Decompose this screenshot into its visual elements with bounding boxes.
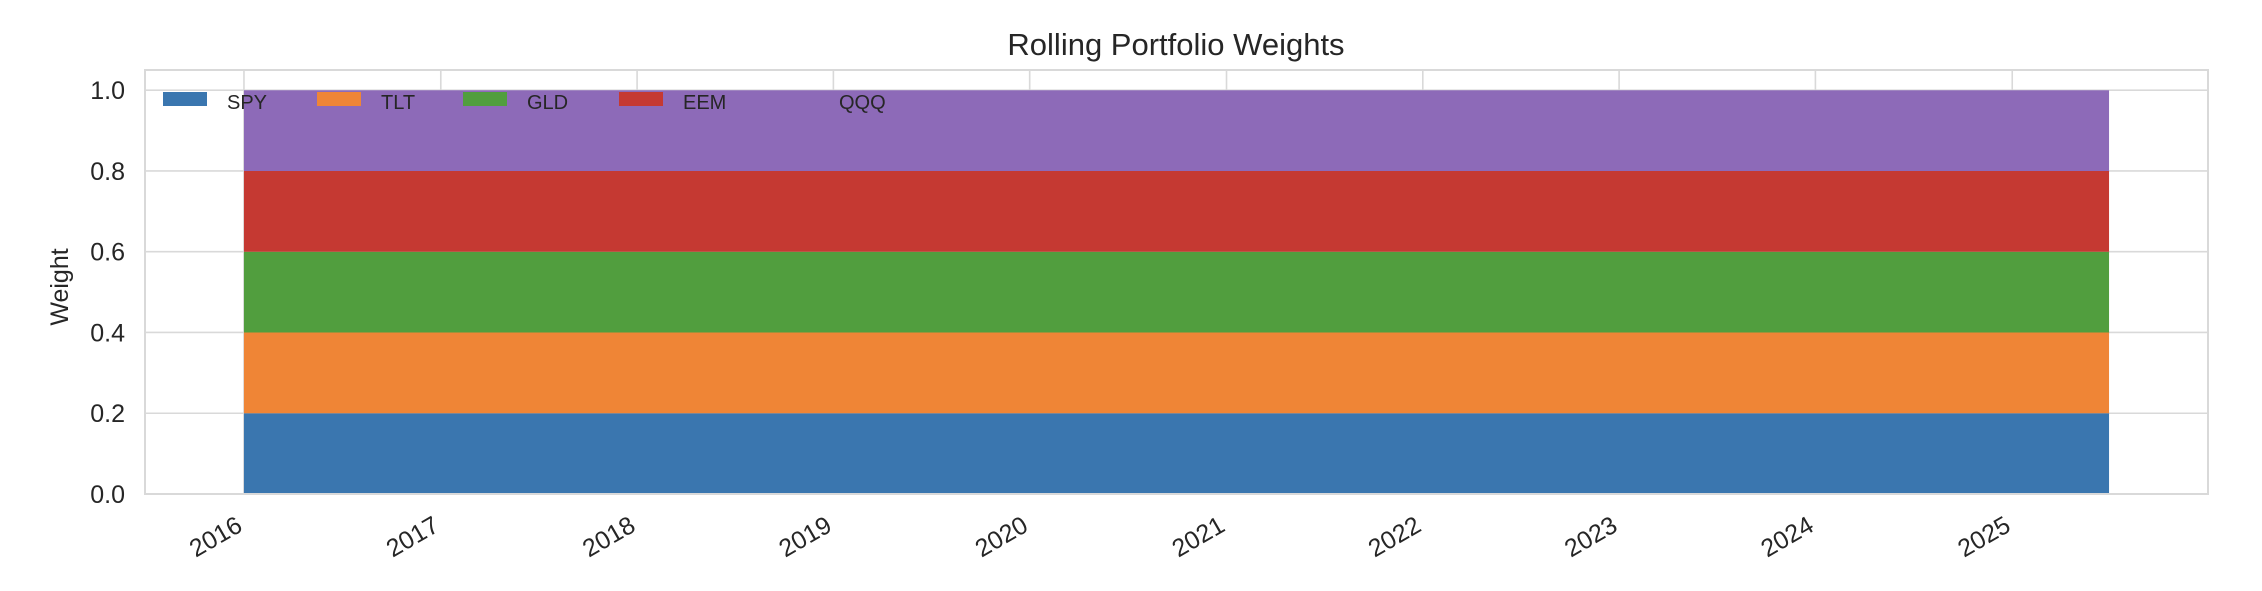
legend-label: SPY	[227, 92, 267, 114]
legend-swatch	[317, 92, 361, 106]
legend-item-spy: SPY	[163, 92, 267, 114]
y-axis-label: Weight	[46, 248, 74, 325]
legend-swatch	[463, 92, 507, 106]
area-series-gld	[243, 251, 2110, 333]
y-tick-label: 0.8	[90, 158, 125, 186]
y-tick-labels: 0.0 0.2 0.4 0.6 0.8 1.0	[90, 77, 125, 509]
legend-item-gld: GLD	[463, 92, 568, 114]
legend-swatch	[163, 92, 207, 106]
y-tick-label: 0.4	[90, 319, 125, 347]
legend-label: EEM	[683, 92, 726, 114]
area-series-eem	[243, 170, 2110, 252]
plot-frame	[144, 69, 2209, 495]
y-tick-label: 0.6	[90, 239, 125, 267]
legend-item-qqq: QQQ	[775, 92, 886, 114]
legend-item-eem: EEM	[619, 92, 726, 114]
y-tick-label: 1.0	[90, 77, 125, 105]
area-series-qqq	[243, 90, 2110, 171]
area-series-spy	[243, 413, 2110, 494]
chart-title: Rolling Portfolio Weights	[1007, 27, 1344, 62]
legend-swatch	[775, 92, 819, 106]
legend-label: QQQ	[839, 92, 886, 114]
area-series-tlt	[243, 332, 2110, 414]
y-tick-label: 0.0	[90, 481, 125, 509]
area-layers	[243, 90, 2110, 494]
y-tick-label: 0.2	[90, 400, 125, 428]
legend-item-tlt: TLT	[317, 92, 415, 114]
legend-swatch	[619, 92, 663, 106]
legend-label: TLT	[381, 92, 415, 114]
legend: SPY TLT GLD EEM QQQ	[163, 92, 886, 114]
legend-label: GLD	[527, 92, 568, 114]
